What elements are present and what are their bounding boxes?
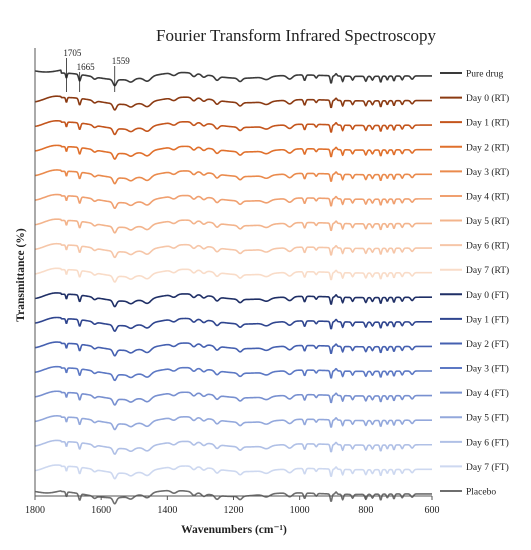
series-line [34, 292, 433, 308]
series-line [34, 390, 433, 406]
series-line [34, 316, 433, 332]
x-tick-label: 600 [425, 505, 440, 516]
series-line [34, 218, 433, 234]
x-tick-label: 1400 [157, 505, 177, 516]
legend-label: Day 5 (RT) [466, 216, 509, 227]
series-line [34, 144, 433, 160]
x-axis-label: Wavenumbers (cm⁻¹) [181, 524, 287, 536]
series-line [34, 119, 433, 136]
series-line [34, 464, 433, 480]
legend-label: Day 2 (FT) [466, 339, 509, 350]
series-line [34, 242, 433, 259]
series-line [34, 95, 433, 111]
legend-label: Day 2 (RT) [466, 142, 509, 153]
legend-label: Day 7 (RT) [466, 265, 509, 276]
x-axis: 1800 1600 1400 1200 1000 800 600 [25, 48, 440, 516]
series-line [34, 341, 433, 357]
series-line [34, 439, 433, 455]
series-line [34, 415, 433, 431]
legend-label: Placebo [466, 488, 496, 498]
x-tick-label: 1000 [290, 505, 310, 516]
legend-label: Day 1 (FT) [466, 314, 509, 325]
x-tick-label: 1200 [224, 505, 244, 516]
legend-label: Day 0 (RT) [466, 93, 509, 104]
series-line [34, 193, 433, 209]
legend-label: Day 1 (RT) [466, 118, 509, 129]
chart-title: Fourier Transform Infrared Spectroscopy [156, 26, 436, 45]
series-line [34, 169, 433, 185]
legend-label: Day 7 (FT) [466, 462, 509, 473]
plot-area [34, 69, 433, 505]
peak-annotation: 1665 [77, 62, 96, 72]
series-line [34, 365, 433, 382]
legend-label: Day 4 (RT) [466, 191, 509, 202]
y-axis-label: Transmittance (%) [15, 228, 27, 322]
series-line [34, 69, 433, 87]
legend-label: Day 6 (RT) [466, 241, 509, 252]
legend-label: Day 3 (RT) [466, 167, 509, 178]
peak-annotations: 1705 1665 1559 [63, 48, 130, 92]
legend-label: Day 5 (FT) [466, 413, 509, 424]
peak-annotation: 1705 [63, 48, 82, 58]
x-tick-label: 1600 [91, 505, 111, 516]
peak-annotation: 1559 [112, 56, 131, 66]
legend-label: Day 0 (FT) [466, 290, 509, 301]
legend-label: Pure drug [466, 70, 503, 80]
x-tick-label: 1800 [25, 505, 45, 516]
legend-label: Day 4 (FT) [466, 388, 509, 399]
series-line [34, 267, 433, 283]
x-tick-label: 800 [358, 505, 373, 516]
legend-label: Day 3 (FT) [466, 364, 509, 375]
legend: Pure drug Day 0 (RT) Day 1 (RT) Day 2 (RT) D… [440, 70, 509, 498]
legend-label: Day 6 (FT) [466, 437, 509, 448]
